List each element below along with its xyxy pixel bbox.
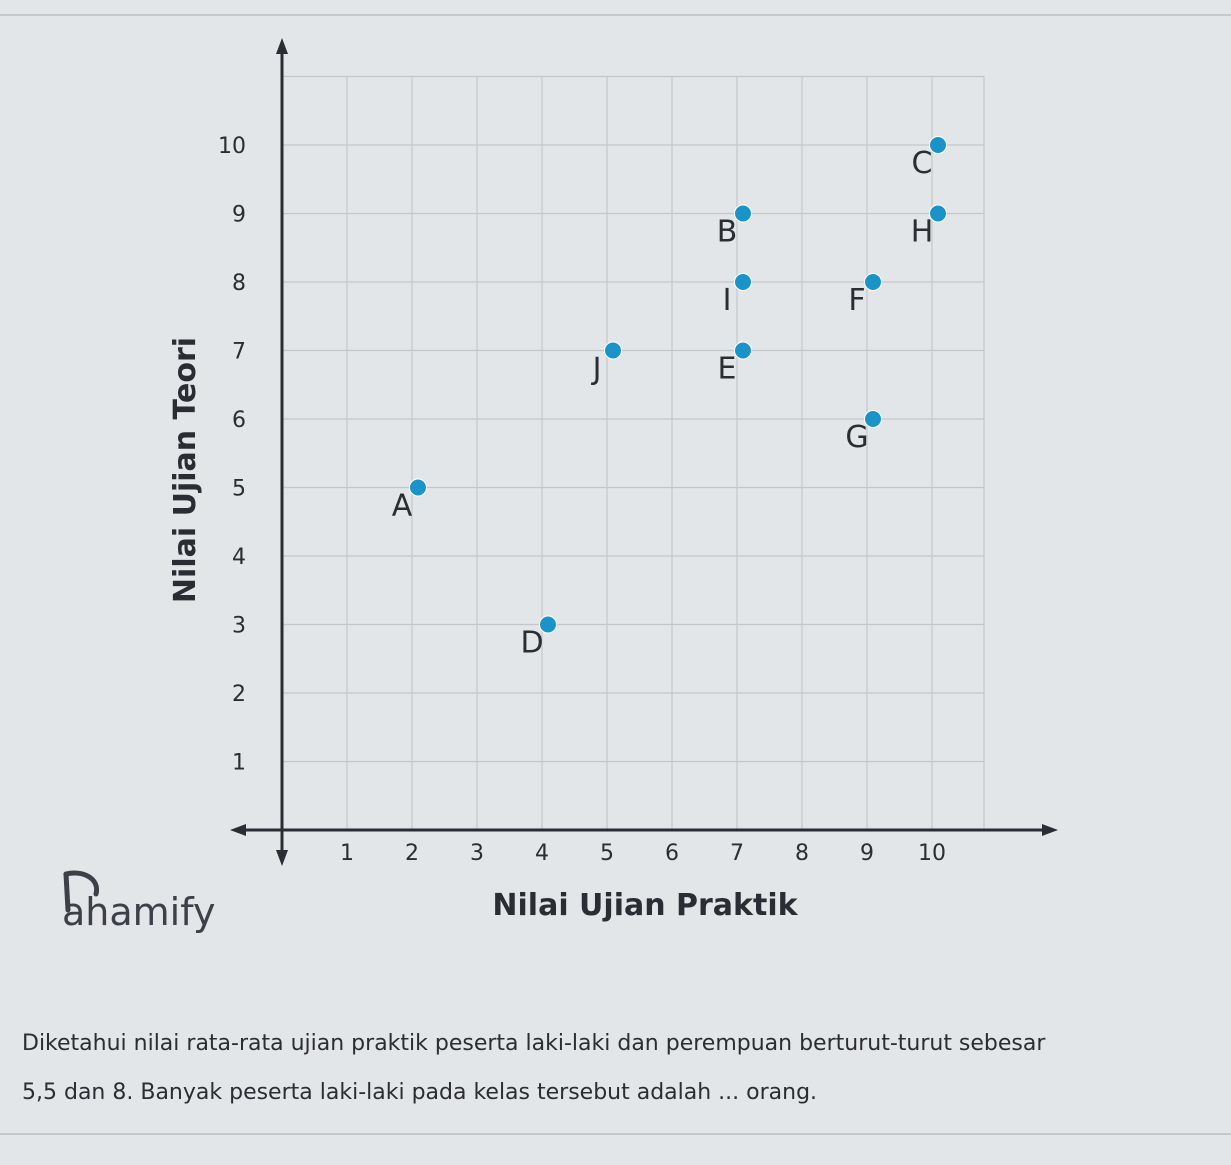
y-axis-arrow-down [276,850,288,866]
y-tick-label: 6 [232,408,246,433]
point-label-a: A [392,489,413,524]
point-j [604,341,622,360]
top-divider [0,14,1231,16]
point-label-b: B [717,215,738,250]
x-tick-label: 9 [860,841,874,866]
point-label-e: E [718,352,737,387]
point-d [539,615,557,634]
point-e [734,341,752,360]
point-f [864,273,882,291]
pahamify-logo-icon [63,870,100,913]
y-tick-label: 2 [232,682,246,707]
bottom-divider [0,1133,1231,1135]
point-c [929,136,947,154]
x-tick-label: 1 [340,841,354,866]
x-tick-label: 4 [535,841,549,866]
point-label-h: H [911,215,934,250]
scatter-chart: 1 2 3 4 5 6 7 8 9 10 1 2 3 4 5 6 7 8 9 10 A B C D E F G H I J Nilai… [168,38,1058,923]
x-axis-title: Nilai Ujian Praktik [492,888,798,923]
point-a [409,478,427,497]
point-b [734,204,752,223]
y-tick-label: 1 [232,751,246,776]
x-axis-arrow-right [1042,824,1058,836]
x-tick-label: 2 [405,841,419,866]
point-label-d: D [520,626,543,661]
x-tick-label: 3 [470,841,484,866]
y-axis-title: Nilai Ujian Teori [168,337,203,603]
point-label-g: G [845,420,868,455]
y-tick-label: 4 [232,545,246,570]
chart-axes [230,38,1058,866]
data-points: A B C D E F G H I J [392,136,947,661]
point-i [734,273,752,291]
question-text: Diketahui nilai rata-rata ujian praktik … [22,1030,1222,1127]
x-tick-labels: 1 2 3 4 5 6 7 8 9 10 [340,841,946,866]
y-tick-label: 3 [232,614,246,639]
y-tick-label: 10 [218,134,246,159]
point-h [929,204,947,223]
point-label-i: I [723,283,732,318]
x-tick-label: 6 [665,841,679,866]
x-tick-label: 5 [600,841,614,866]
x-tick-label: 8 [795,841,809,866]
chart-grid [282,75,985,830]
point-label-c: C [912,146,933,181]
x-tick-label: 10 [918,841,946,866]
y-axis-arrow-up [276,38,288,54]
y-tick-label: 7 [232,340,246,365]
point-label-j: J [591,352,602,387]
y-tick-labels: 1 2 3 4 5 6 7 8 9 10 [218,134,246,776]
x-tick-label: 7 [730,841,744,866]
question-line-1: Diketahui nilai rata-rata ujian praktik … [22,1031,1046,1056]
question-line-2: 5,5 dan 8. Banyak peserta laki-laki pada… [22,1079,818,1105]
x-axis-arrow-left [230,824,246,836]
y-tick-label: 8 [232,271,246,296]
y-tick-label: 9 [232,203,246,228]
point-label-f: F [848,283,865,318]
brand-name: ahamify [62,890,216,934]
point-g [864,410,882,428]
y-tick-label: 5 [232,477,246,502]
